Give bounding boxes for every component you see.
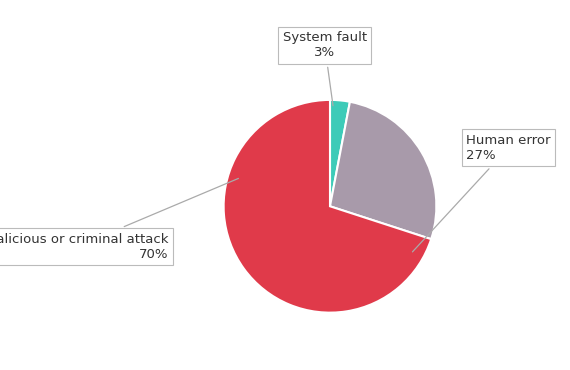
Text: Malicious or criminal attack
70%: Malicious or criminal attack 70% (0, 178, 238, 261)
Wedge shape (223, 100, 431, 313)
Text: System fault
3%: System fault 3% (283, 31, 367, 106)
Wedge shape (330, 102, 437, 239)
Wedge shape (330, 100, 350, 206)
Text: Human error
27%: Human error 27% (413, 134, 551, 252)
